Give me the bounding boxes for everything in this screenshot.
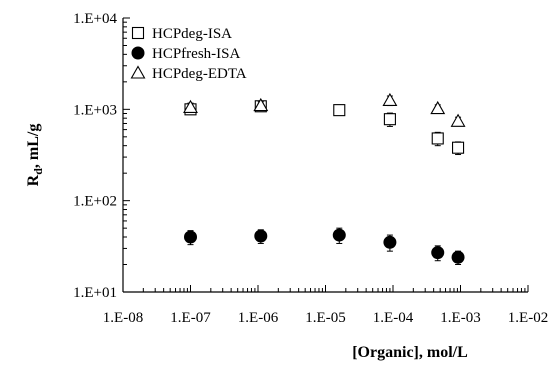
x-tick-label: 1.E-06 — [238, 310, 279, 326]
y-axis-title-main: R — [25, 174, 42, 186]
series-hcpfresh-isa — [184, 227, 465, 266]
x-tick-label: 1.E-02 — [508, 310, 548, 326]
legend-label: HCPfresh-ISA — [152, 46, 240, 62]
legend-marker — [131, 26, 145, 40]
y-tick-label: 1.E+02 — [73, 194, 117, 210]
y-axis-title: Rd, mL/g — [25, 124, 45, 187]
series — [183, 92, 466, 266]
data-point — [450, 113, 466, 127]
x-tick-label: 1.E-05 — [305, 310, 345, 326]
tick-labels: 1.E-08 1.E-07 1.E-06 1.E-05 1.E-04 1.E-03 1.E-… — [73, 11, 548, 326]
y-axis-title-sub: d — [31, 168, 45, 175]
data-point — [382, 92, 398, 107]
data-point — [431, 246, 445, 260]
legend-marker — [131, 46, 145, 60]
x-axis-title: [Organic], mol/L — [352, 344, 468, 361]
legend-marker — [130, 65, 146, 79]
legend: HCPdeg-ISA HCPfresh-ISA HCPdeg-EDTA — [130, 26, 247, 82]
legend-label: HCPdeg-EDTA — [152, 66, 247, 82]
y-tick-label: 1.E+01 — [73, 285, 117, 301]
data-point — [430, 100, 446, 115]
x-tick-label: 1.E-04 — [373, 310, 414, 326]
data-point — [452, 141, 465, 154]
series-hcpdeg-isa — [184, 100, 465, 156]
legend-entry: HCPdeg-ISA — [131, 26, 232, 42]
y-tick-label: 1.E+04 — [73, 11, 117, 27]
data-point — [383, 113, 396, 126]
legend-entry: HCPdeg-EDTA — [130, 65, 247, 82]
data-point — [333, 104, 346, 117]
legend-label: HCPdeg-ISA — [152, 26, 232, 42]
ticks — [122, 17, 529, 293]
data-point — [383, 235, 397, 249]
data-point — [183, 99, 198, 113]
data-point — [431, 132, 444, 145]
series-hcpdeg-edta — [183, 92, 466, 127]
data-point — [254, 229, 268, 243]
y-axis-title-rest: , mL/g — [25, 124, 42, 168]
data-point — [332, 228, 346, 242]
x-tick-label: 1.E-07 — [170, 310, 211, 326]
data-point — [253, 97, 269, 112]
y-tick-label: 1.E+03 — [73, 102, 117, 118]
x-tick-label: 1.E-08 — [103, 310, 143, 326]
data-point — [451, 250, 465, 264]
legend-entry: HCPfresh-ISA — [131, 46, 240, 62]
data-point — [184, 230, 197, 244]
x-tick-label: 1.E-03 — [440, 310, 480, 326]
